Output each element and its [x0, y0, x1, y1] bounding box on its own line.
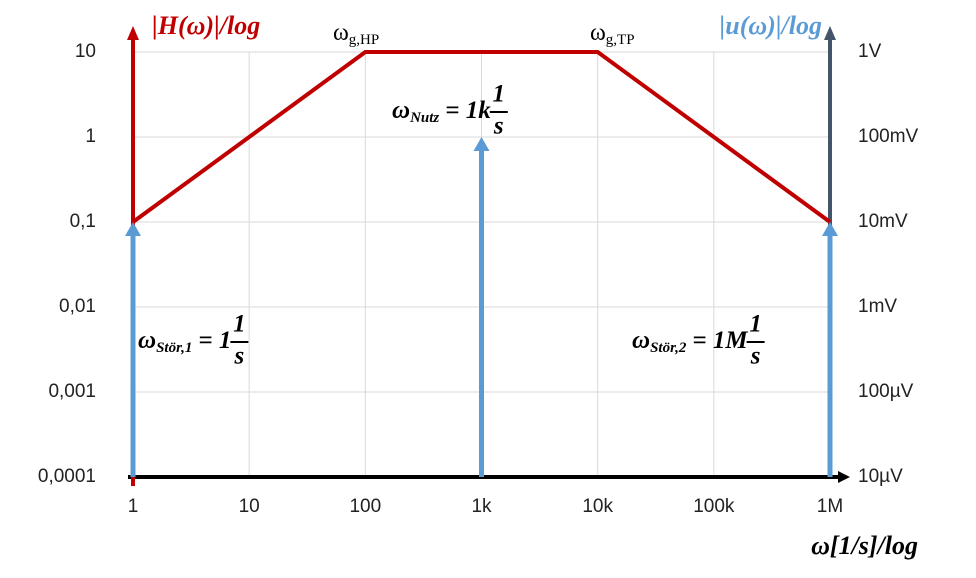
annotation-symbol: ω [392, 97, 410, 124]
y-tick-label: 0,1 [70, 211, 96, 232]
stem-arrow-head [822, 222, 838, 236]
fraction-denominator: s [750, 343, 761, 370]
annotation-subscript: Stör,1 [156, 340, 192, 356]
y2-axis-label: |u(ω)|/log [720, 11, 822, 40]
fraction-numerator: 1 [749, 311, 762, 338]
x-tick-label: 10k [582, 496, 613, 517]
annotation-rhs: = 1 [198, 327, 231, 354]
y-axis-arrow [127, 26, 139, 40]
line-series [131, 50, 832, 224]
y2-tick-label: 100mV [858, 126, 919, 147]
annotation-rhs: = 1M [692, 327, 748, 354]
annotation: ωNutz = 1k [392, 97, 491, 127]
fraction-numerator: 1 [493, 81, 506, 108]
y-tick-label: 0,001 [48, 381, 96, 402]
y2-axis-arrow [824, 26, 836, 40]
annotation-symbol: ω [632, 327, 650, 354]
y-tick-label: 0,0001 [38, 466, 96, 487]
annotation-symbol: ω [590, 20, 606, 46]
y2-tick-label: 1mV [858, 296, 897, 317]
annotation-subscript: Stör,2 [650, 340, 687, 356]
x-tick-label: 100k [693, 496, 735, 517]
annotation: ωStör,2 = 1M [632, 327, 748, 357]
y-tick-label: 1 [85, 126, 96, 147]
y2-tick-label: 100µV [858, 381, 914, 402]
annotation-symbol: ω [333, 20, 349, 46]
x-axis-arrow [838, 471, 850, 483]
y-tick-label: 10 [75, 41, 96, 62]
annotation-subscript: Nutz [409, 110, 439, 126]
y-tick-label: 0,01 [59, 296, 96, 317]
annotation-subscript: g,HP [349, 32, 379, 48]
annotation: ωg,HP [333, 20, 379, 49]
y-axis-label: |H(ω)|/log [152, 11, 260, 40]
x-tick-label: 1M [817, 496, 843, 517]
y2-tick-label: 10µV [858, 466, 903, 487]
y2-tick-label: 10mV [858, 211, 908, 232]
x-tick-label: 10 [239, 496, 260, 517]
annotation-symbol: ω [138, 327, 156, 354]
annotation-rhs: = 1k [445, 97, 491, 124]
fraction-numerator: 1 [233, 311, 246, 338]
stem-arrow-head [473, 137, 490, 151]
stem-arrow-head [125, 222, 141, 236]
annotation: ωg,TP [590, 20, 635, 49]
x-axis-label: ω[1/s]/log [811, 531, 918, 560]
fraction-denominator: s [234, 343, 245, 370]
fraction-denominator: s [493, 113, 504, 140]
x-tick-label: 1k [471, 496, 492, 517]
annotation: ωStör,1 = 1 [138, 327, 231, 357]
y2-tick-label: 1V [858, 41, 882, 62]
x-tick-label: 1 [128, 496, 139, 517]
annotation-subscript: g,TP [606, 32, 635, 48]
x-tick-label: 100 [349, 496, 381, 517]
